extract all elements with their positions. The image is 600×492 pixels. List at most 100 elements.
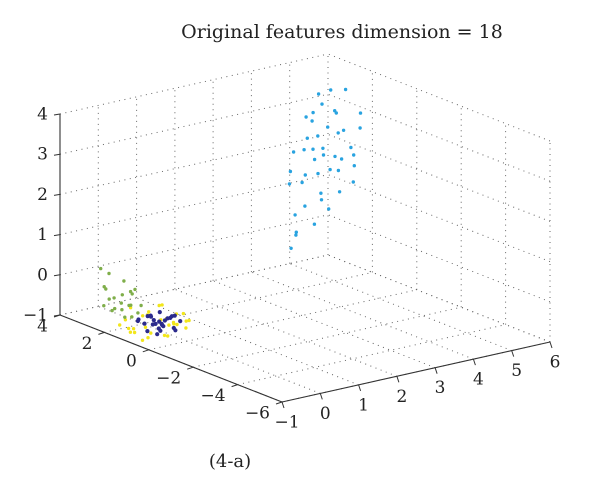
scatter-point	[131, 327, 136, 331]
scatter-point	[146, 336, 150, 340]
y-tick-mark	[275, 401, 283, 405]
scatter-point	[320, 102, 324, 106]
scatter-point	[294, 233, 298, 237]
scatter-point	[166, 334, 170, 338]
grid-line	[212, 280, 436, 369]
scatter-point	[175, 322, 179, 327]
scatter-point	[303, 204, 307, 208]
scatter-point	[184, 326, 188, 330]
scatter-point	[110, 308, 114, 313]
scatter-point	[136, 311, 140, 315]
scatter-point	[123, 318, 128, 322]
scatter-point	[143, 325, 148, 329]
scatter-point	[120, 293, 125, 297]
z-tick-label: 3	[37, 145, 48, 165]
scatter-point	[326, 125, 330, 129]
scatter-point	[291, 150, 296, 154]
scatter-point	[319, 198, 324, 202]
scatter-point	[339, 157, 344, 161]
data-points	[99, 87, 363, 342]
scatter-point	[142, 321, 147, 326]
scatter-point	[333, 154, 337, 159]
scatter-point	[167, 323, 171, 327]
x-tick-mark	[434, 367, 438, 374]
scatter-point	[329, 88, 333, 92]
scatter-point	[351, 180, 355, 184]
scatter-point	[336, 168, 341, 173]
scatter-point	[157, 310, 162, 315]
x-tick-label: 4	[473, 370, 484, 390]
y-tick-mark	[231, 384, 238, 388]
grid-line	[327, 174, 551, 263]
z-tick-label: 4	[37, 105, 48, 125]
x-tick-mark	[396, 376, 400, 383]
scatter-point	[130, 315, 134, 319]
x-tick-label: −1	[274, 413, 299, 433]
z-tick-mark	[53, 234, 61, 237]
scatter-point	[102, 304, 106, 308]
scatter-point	[141, 314, 145, 318]
scatter-point	[133, 287, 137, 292]
scatter-point	[99, 266, 103, 271]
x-tick-label: 3	[435, 378, 446, 398]
scatter-point	[328, 167, 332, 172]
scatter-point	[153, 321, 158, 326]
x-tick-mark	[549, 341, 553, 349]
y-tick-label: 2	[82, 334, 93, 354]
z-tick-label: 2	[37, 185, 48, 205]
scatter-point	[151, 318, 156, 323]
grid-line	[251, 271, 474, 360]
grid-line	[59, 214, 329, 276]
scatter-point	[178, 319, 183, 324]
figure-caption: (4-a)	[209, 451, 251, 472]
scatter-point	[169, 314, 174, 319]
scatter-point	[120, 308, 124, 312]
scatter-point	[118, 323, 122, 327]
x-tick-mark	[511, 350, 515, 357]
scatter-point	[327, 207, 331, 211]
grid-line	[193, 306, 462, 368]
z-tick-label: 0	[37, 265, 48, 285]
scatter-point	[289, 246, 293, 250]
scatter-point	[288, 169, 293, 174]
scatter-point	[112, 296, 116, 300]
scatter-point	[126, 326, 131, 331]
scatter-point	[107, 297, 111, 301]
scatter-point	[113, 306, 117, 311]
y-tick-mark	[98, 331, 105, 335]
grid-line	[327, 133, 551, 222]
grid-line	[136, 297, 359, 386]
x-tick-mark	[472, 358, 476, 366]
scatter-point	[187, 318, 191, 323]
y-tick-label: 0	[126, 351, 137, 371]
scatter-point	[139, 303, 143, 308]
scatter-point	[156, 326, 161, 331]
x-axis-line	[281, 341, 551, 403]
scatter-point	[358, 111, 363, 115]
scatter-point	[123, 315, 127, 319]
z-tick-mark	[53, 193, 61, 196]
y-axis-line	[59, 314, 283, 403]
z-tick-mark	[53, 113, 61, 116]
scatter-point	[145, 329, 150, 334]
y-tick-mark	[142, 349, 149, 353]
scatter-point	[321, 146, 325, 150]
y-tick-label: −2	[156, 369, 181, 389]
y-tick-mark	[187, 366, 194, 370]
z-tick-mark	[53, 314, 61, 317]
scatter-point	[148, 314, 154, 319]
scatter-point	[107, 271, 111, 276]
scatter-point	[337, 190, 342, 194]
grid-line	[59, 133, 329, 195]
plot-axes	[59, 114, 551, 403]
z-tick-mark	[53, 274, 61, 277]
scatter-point	[319, 191, 323, 195]
scatter-point	[147, 310, 151, 314]
chart-title: Original features dimension = 18	[181, 21, 503, 43]
y-tick-label: 4	[37, 317, 48, 337]
x-tick-label: 2	[396, 387, 407, 407]
scatter-point	[349, 145, 353, 150]
scatter-point	[310, 119, 314, 123]
scatter-point	[184, 319, 188, 323]
